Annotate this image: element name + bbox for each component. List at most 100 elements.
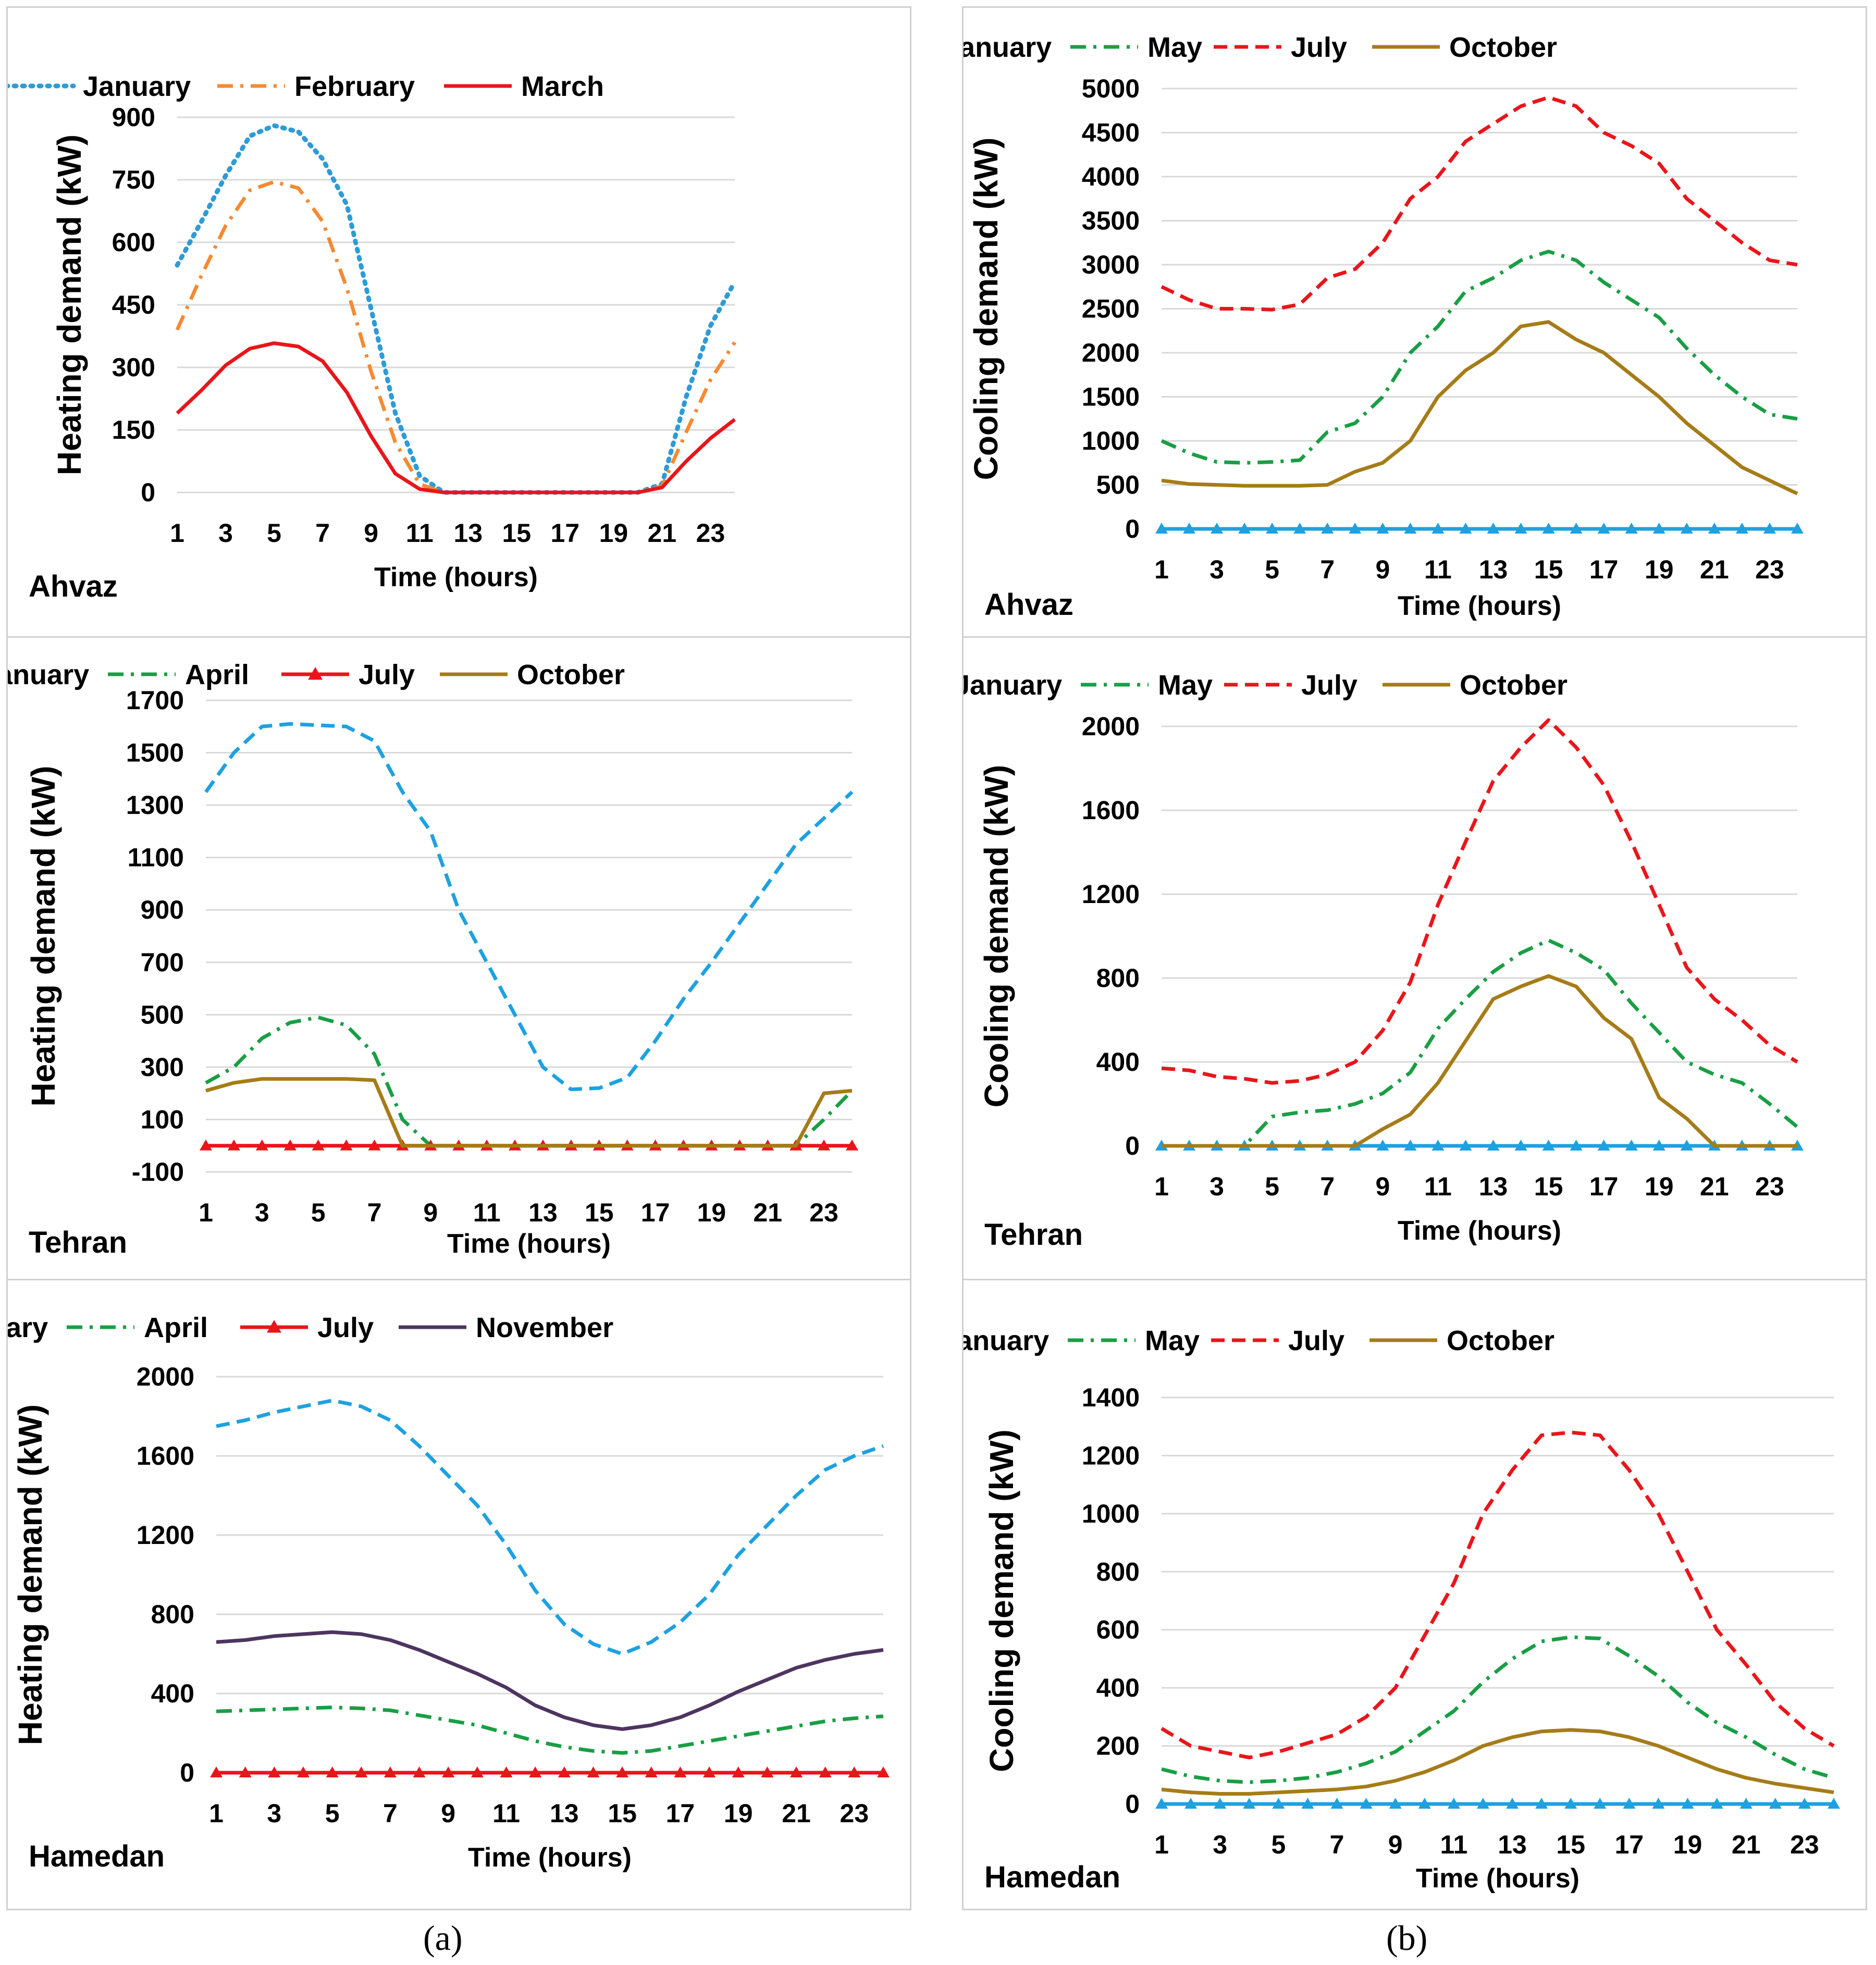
data-point-january [1459,1140,1472,1151]
series-line-july [1161,1430,1835,1760]
y-tick-label: 1300 [126,790,184,820]
x-tick-label: 1 [1154,1172,1169,1201]
data-point-july [819,1766,832,1777]
x-tick-label: 17 [1615,1830,1644,1859]
y-tick-label: 0 [1125,1789,1140,1819]
legend-label-february: February [294,71,415,102]
data-point-july [340,1139,353,1151]
data-point-january [1476,1798,1489,1809]
y-tick-label: 800 [151,1600,194,1629]
data-point-july [200,1139,212,1151]
legend-label-april: April [185,659,249,690]
series-line-october [1161,320,1798,496]
legend-label-january: January [8,659,89,690]
x-tick-label: 23 [809,1198,838,1227]
x-tick-label: 19 [1645,555,1674,584]
series-line-april [205,1015,854,1148]
x-tick-label: 7 [1320,555,1335,584]
y-tick-label: 400 [1096,1673,1140,1702]
y-tick-label: 5000 [1082,74,1140,103]
data-point-january [1542,1140,1555,1151]
data-point-january [1769,1798,1782,1809]
x-tick-label: 15 [1534,555,1563,584]
y-tick-label: 4000 [1082,162,1140,191]
legend-label-july: July [1291,32,1347,63]
x-tick-label: 13 [1479,555,1508,584]
data-point-january [1570,1140,1583,1151]
y-tick-label: 400 [1096,1047,1140,1077]
y-tick-label: 2500 [1082,294,1140,324]
y-tick-label: 900 [141,895,184,924]
data-point-july [645,1766,658,1777]
y-tick-label: 700 [141,948,184,977]
y-axis-title: Cooling demand (kW) [967,138,1005,480]
data-point-january [1243,1798,1256,1809]
x-tick-label: 3 [1213,1830,1227,1859]
data-point-july [761,1766,774,1777]
series-line-may [1161,1635,1834,1784]
chart-panel-b3: 0 200 400 600 800 1000 1200 1400 1 3 5 7 9 11 13 15 17 19… [962,1279,1867,1910]
data-point-january [1652,1798,1665,1809]
data-point-july [500,1766,513,1777]
data-point-july [210,1766,223,1777]
data-point-july [312,1139,325,1151]
data-point-july [846,1139,858,1151]
y-tick-label: 1200 [1082,880,1140,909]
legend-label-january: January [964,670,1062,701]
data-point-january [1330,1798,1343,1809]
x-axis-title: Time (hours) [447,1229,611,1259]
y-tick-label: 1000 [1082,1499,1140,1528]
x-tick-label: 3 [255,1198,269,1227]
y-tick-label: 0 [180,1758,194,1787]
data-point-january [1542,523,1555,534]
data-point-january [1680,523,1693,534]
data-point-july [413,1766,426,1777]
y-tick-label: 800 [1096,1557,1140,1586]
x-tick-label: 21 [1700,555,1729,584]
x-tick-label: 13 [550,1799,579,1828]
x-tick-label: 15 [502,518,531,548]
data-point-july [732,1766,745,1777]
data-point-january [1487,1140,1500,1151]
legend-label-october: October [1447,1325,1554,1356]
x-tick-label: 17 [641,1198,670,1227]
city-label: Ahvaz [984,588,1073,622]
x-tick-label: 23 [840,1799,869,1828]
data-point-january [1739,1798,1752,1809]
legend-label-july: July [1301,670,1357,701]
y-tick-label: 2000 [137,1362,194,1391]
data-point-january [1376,523,1389,534]
data-point-january [1404,523,1417,534]
data-point-july [818,1139,831,1151]
x-tick-label: 9 [1375,555,1390,584]
y-tick-label: 1500 [1082,382,1140,412]
data-point-january [1459,523,1472,534]
x-tick-label: 19 [599,518,628,548]
x-tick-label: 11 [1424,1172,1452,1201]
y-tick-label: 0 [141,478,155,507]
y-tick-label: 200 [1096,1732,1140,1761]
caption-b: (b) [1386,1918,1428,1958]
series-line-october [205,1077,853,1148]
y-axis-title: Heating demand (kW) [51,134,88,475]
x-tick-label: 13 [453,518,483,548]
y-tick-label: 150 [112,415,155,444]
legend-label-january: January [964,1325,1049,1356]
y-tick-label: -100 [132,1157,184,1187]
x-tick-label: 5 [267,518,281,548]
data-point-january [1183,523,1196,534]
data-point-july [616,1766,629,1777]
y-tick-label: 2000 [1082,712,1140,741]
data-point-july [239,1766,252,1777]
data-point-january [1763,523,1776,534]
data-point-january [1623,1798,1636,1809]
series-line-january [216,1399,884,1656]
x-tick-label: 23 [696,518,725,548]
x-tick-label: 23 [1790,1830,1819,1859]
data-point-january [1349,523,1362,534]
x-tick-label: 5 [1265,1172,1279,1201]
x-tick-label: 1 [199,1198,213,1227]
